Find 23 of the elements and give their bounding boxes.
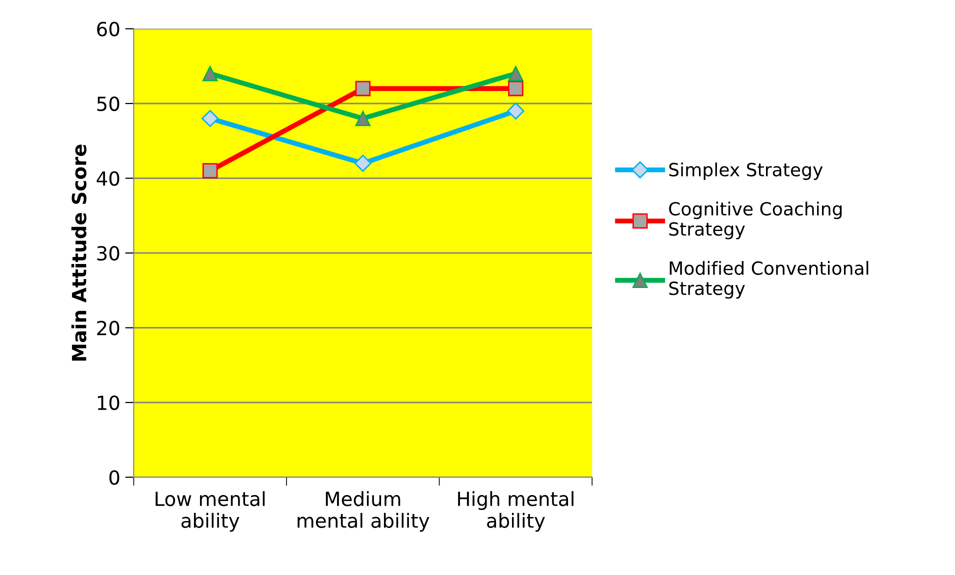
x-tick-label: Medium mental ability	[298, 491, 430, 532]
point	[508, 66, 524, 82]
y-tick-label: 10	[98, 395, 120, 410]
y-tick-label: 0	[109, 470, 120, 485]
legend-label: Simplex Strategy	[669, 162, 823, 180]
y-tick-label: 30	[97, 246, 120, 261]
y-tick-label: 20	[97, 320, 120, 336]
point	[355, 110, 371, 126]
x-tick-label: High mental ability	[458, 491, 574, 532]
legend-label: Cognitive Coaching Strategy	[669, 202, 842, 240]
y-tick-label: 50	[97, 96, 120, 112]
y-tick-label: 40	[96, 171, 120, 186]
point	[355, 80, 371, 96]
y-axis-title: Main Attitude Score	[71, 144, 86, 361]
point	[202, 163, 218, 178]
point	[202, 66, 218, 82]
y-tick-label: 60	[97, 22, 120, 36]
point	[354, 154, 372, 172]
x-tick-label: Low mental ability	[156, 491, 265, 532]
point	[507, 102, 524, 120]
point	[202, 110, 219, 127]
legend-label: Modified Conventional Strategy	[669, 260, 868, 299]
point	[508, 80, 524, 96]
